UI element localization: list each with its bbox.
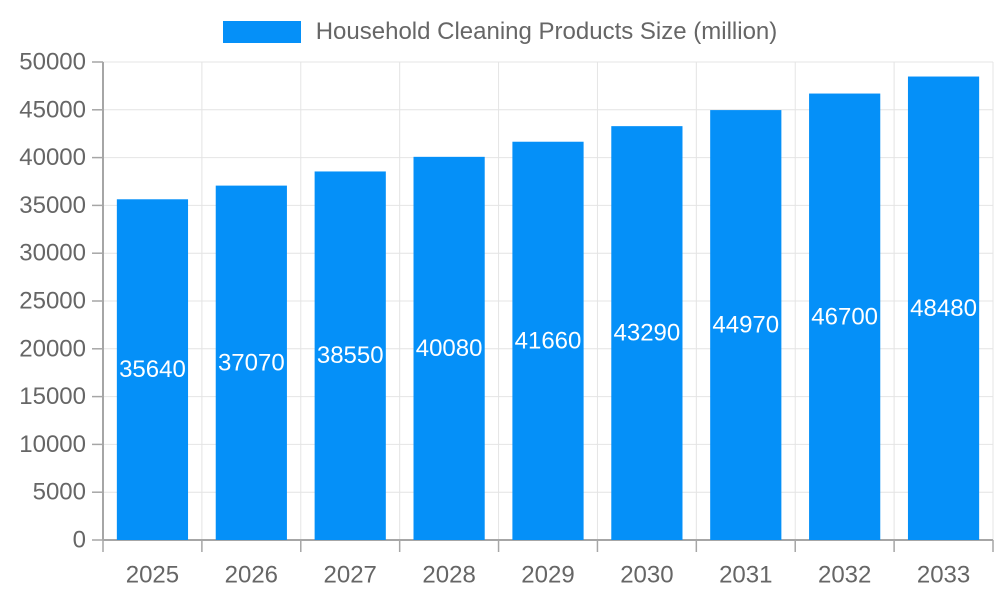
x-axis-label: 2030 <box>620 562 673 589</box>
y-axis-label: 25000 <box>19 288 86 315</box>
bar <box>116 199 189 540</box>
x-axis-label: 2033 <box>917 562 970 589</box>
bar-value-label: 48480 <box>910 295 977 322</box>
x-axis-label: 2028 <box>422 562 475 589</box>
bar <box>907 76 980 541</box>
bar-value-label: 40080 <box>416 335 483 362</box>
y-axis-label: 5000 <box>33 479 86 506</box>
y-axis-label: 30000 <box>19 240 86 267</box>
x-axis-label: 2026 <box>225 562 278 589</box>
y-axis-label: 15000 <box>19 383 86 410</box>
bar-value-label: 44970 <box>712 312 779 339</box>
x-axis-label: 2025 <box>126 562 179 589</box>
y-axis-label: 50000 <box>19 49 86 76</box>
bar <box>215 185 287 541</box>
bar-value-label: 35640 <box>119 356 186 383</box>
x-axis-label: 2027 <box>324 562 377 589</box>
y-axis-label: 35000 <box>19 192 86 219</box>
y-axis-label: 10000 <box>19 431 86 458</box>
x-axis-label: 2032 <box>818 562 871 589</box>
bar-value-label: 46700 <box>811 303 878 330</box>
x-axis-label: 2031 <box>719 562 772 589</box>
bar-value-label: 41660 <box>515 327 582 354</box>
bar-value-label: 43290 <box>614 320 681 347</box>
bar <box>809 93 881 540</box>
bar-value-label: 38550 <box>317 342 384 369</box>
legend-label: Household Cleaning Products Size (millio… <box>315 18 778 45</box>
y-axis-label: 45000 <box>19 96 86 123</box>
bar-value-label: 37070 <box>218 349 285 376</box>
y-axis-label: 0 <box>73 527 86 554</box>
legend-item[interactable]: Household Cleaning Products Size (millio… <box>0 18 1000 46</box>
bar <box>512 141 584 540</box>
y-axis-label: 40000 <box>19 144 86 171</box>
bar <box>413 156 485 540</box>
bar <box>314 171 386 540</box>
bar <box>611 126 683 541</box>
legend-swatch <box>222 21 301 43</box>
x-axis-label: 2029 <box>521 562 574 589</box>
bar <box>710 110 782 541</box>
y-axis-label: 20000 <box>19 335 86 362</box>
